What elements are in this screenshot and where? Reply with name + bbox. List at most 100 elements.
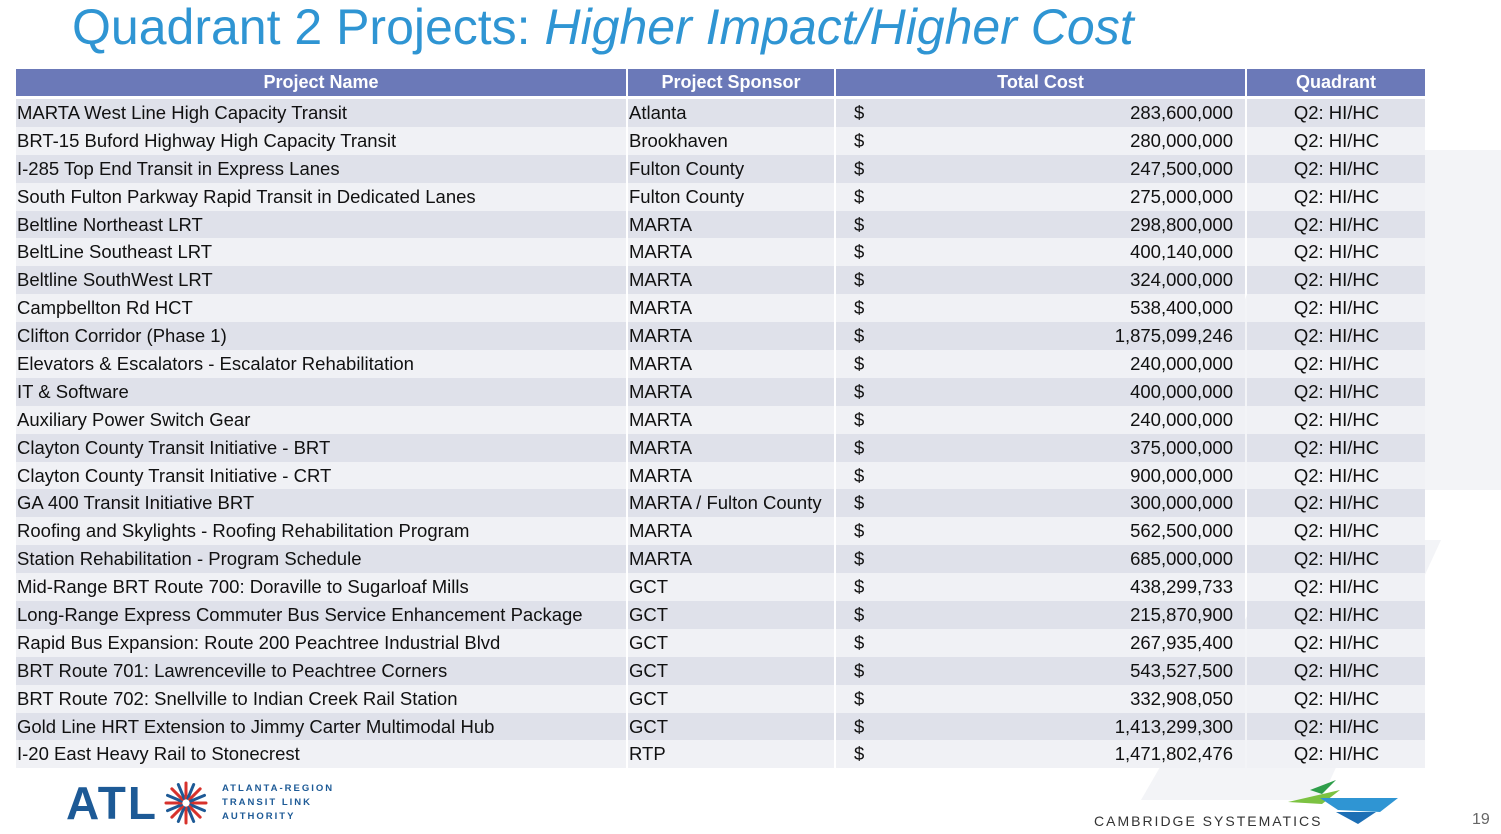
total-cost-cell: $240,000,000 bbox=[836, 405, 1245, 434]
project-name-cell: BRT-15 Buford Highway High Capacity Tran… bbox=[16, 126, 626, 155]
cost-value: 400,140,000 bbox=[1130, 241, 1233, 263]
currency-symbol: $ bbox=[854, 436, 865, 458]
project-sponsor-cell: Fulton County bbox=[628, 182, 834, 211]
cost-value: 300,000,000 bbox=[1130, 492, 1233, 514]
cost-value: 400,000,000 bbox=[1130, 380, 1233, 402]
quadrant-cell: Q2: HI/HC bbox=[1247, 573, 1425, 602]
total-cost-cell: $1,875,099,246 bbox=[836, 322, 1245, 351]
table-row: Beltline SouthWest LRT MARTA $324,000,000 Q… bbox=[16, 266, 1425, 295]
project-name-cell: Gold Line HRT Extension to Jimmy Carter … bbox=[16, 712, 626, 741]
title-emphasis: Higher Impact/Higher Cost bbox=[544, 0, 1134, 55]
currency-symbol: $ bbox=[854, 157, 865, 179]
cost-value: 1,471,802,476 bbox=[1114, 743, 1233, 765]
cost-value: 324,000,000 bbox=[1130, 269, 1233, 291]
project-name-cell: Clayton County Transit Initiative - CRT bbox=[16, 461, 626, 490]
project-sponsor-cell: GCT bbox=[628, 628, 834, 657]
project-sponsor-cell: MARTA bbox=[628, 461, 834, 490]
table-row: Campbellton Rd HCT MARTA $538,400,000 Q2: H… bbox=[16, 294, 1425, 323]
quadrant-cell: Q2: HI/HC bbox=[1247, 126, 1425, 155]
cost-value: 685,000,000 bbox=[1130, 548, 1233, 570]
project-sponsor-cell: GCT bbox=[628, 712, 834, 741]
project-sponsor-cell: MARTA bbox=[628, 350, 834, 378]
currency-symbol: $ bbox=[854, 101, 865, 123]
currency-symbol: $ bbox=[854, 743, 865, 765]
cambridge-systematics-logo-icon bbox=[1288, 780, 1398, 824]
atl-subtitle-line: ATLANTA-REGION bbox=[222, 783, 335, 794]
table-row: Mid-Range BRT Route 700: Doraville to Su… bbox=[16, 573, 1425, 602]
cost-value: 332,908,050 bbox=[1130, 687, 1233, 709]
quadrant-cell: Q2: HI/HC bbox=[1247, 294, 1425, 323]
total-cost-cell: $375,000,000 bbox=[836, 433, 1245, 462]
quadrant-cell: Q2: HI/HC bbox=[1247, 656, 1425, 685]
total-cost-cell: $300,000,000 bbox=[836, 489, 1245, 518]
currency-symbol: $ bbox=[854, 464, 865, 486]
table-header-row: Project Name Project Sponsor Total Cost … bbox=[16, 69, 1425, 99]
cost-value: 240,000,000 bbox=[1130, 352, 1233, 374]
table-row: Auxiliary Power Switch Gear MARTA $240,000… bbox=[16, 405, 1425, 434]
total-cost-cell: $562,500,000 bbox=[836, 517, 1245, 546]
project-name-cell: I-20 East Heavy Rail to Stonecrest bbox=[16, 740, 626, 769]
currency-symbol: $ bbox=[854, 269, 865, 291]
cost-value: 562,500,000 bbox=[1130, 520, 1233, 542]
quadrant-cell: Q2: HI/HC bbox=[1247, 433, 1425, 462]
title-main: Quadrant 2 Projects: bbox=[72, 0, 545, 55]
quadrant-cell: Q2: HI/HC bbox=[1247, 684, 1425, 713]
quadrant-cell: Q2: HI/HC bbox=[1247, 712, 1425, 741]
quadrant-cell: Q2: HI/HC bbox=[1247, 99, 1425, 127]
total-cost-cell: $332,908,050 bbox=[836, 684, 1245, 713]
currency-symbol: $ bbox=[854, 576, 865, 598]
project-sponsor-cell: MARTA / Fulton County bbox=[628, 489, 834, 518]
project-sponsor-cell: MARTA bbox=[628, 210, 834, 239]
table-row: BRT Route 702: Snellville to Indian Cree… bbox=[16, 684, 1425, 713]
atl-subtitle: ATLANTA-REGION TRANSIT LINK AUTHORITY bbox=[222, 782, 334, 824]
quadrant-cell: Q2: HI/HC bbox=[1247, 377, 1425, 406]
total-cost-cell: $1,471,802,476 bbox=[836, 740, 1245, 769]
currency-symbol: $ bbox=[854, 603, 865, 625]
project-name-cell: BRT Route 701: Lawrenceville to Peachtre… bbox=[16, 656, 626, 685]
header-project-name: Project Name bbox=[16, 69, 626, 99]
header-quadrant: Quadrant bbox=[1247, 69, 1425, 99]
total-cost-cell: $298,800,000 bbox=[836, 210, 1245, 239]
atl-logo-letters: ATL bbox=[66, 780, 158, 826]
total-cost-cell: $543,527,500 bbox=[836, 656, 1245, 685]
currency-symbol: $ bbox=[854, 548, 865, 570]
quadrant-cell: Q2: HI/HC bbox=[1247, 601, 1425, 629]
currency-symbol: $ bbox=[854, 325, 865, 347]
table-row: Rapid Bus Expansion: Route 200 Peachtree… bbox=[16, 628, 1425, 657]
table-row: BRT-15 Buford Highway High Capacity Tran… bbox=[16, 126, 1425, 155]
table-row: GA 400 Transit Initiative BRT MARTA / Ful… bbox=[16, 489, 1425, 518]
cost-value: 438,299,733 bbox=[1130, 576, 1233, 598]
project-sponsor-cell: GCT bbox=[628, 656, 834, 685]
project-sponsor-cell: Atlanta bbox=[628, 99, 834, 127]
atl-logo-text: ATL bbox=[66, 777, 159, 829]
project-name-cell: GA 400 Transit Initiative BRT bbox=[16, 489, 626, 518]
project-name-cell: IT & Software bbox=[16, 377, 626, 406]
cost-value: 215,870,900 bbox=[1130, 603, 1233, 625]
total-cost-cell: $324,000,000 bbox=[836, 266, 1245, 295]
total-cost-cell: $685,000,000 bbox=[836, 545, 1245, 574]
cost-value: 247,500,000 bbox=[1130, 157, 1233, 179]
cost-value: 267,935,400 bbox=[1130, 631, 1233, 653]
table-row: Clifton Corridor (Phase 1) MARTA $1,875,09… bbox=[16, 322, 1425, 351]
currency-symbol: $ bbox=[854, 408, 865, 430]
table-row: Station Rehabilitation - Program Schedul… bbox=[16, 545, 1425, 574]
project-name-cell: Roofing and Skylights - Roofing Rehabili… bbox=[16, 517, 626, 546]
project-name-cell: Long-Range Express Commuter Bus Service … bbox=[16, 601, 626, 629]
table-row: South Fulton Parkway Rapid Transit in De… bbox=[16, 182, 1425, 211]
total-cost-cell: $280,000,000 bbox=[836, 126, 1245, 155]
project-sponsor-cell: MARTA bbox=[628, 405, 834, 434]
quadrant-cell: Q2: HI/HC bbox=[1247, 266, 1425, 295]
table-row: Beltline Northeast LRT MARTA $298,800,000 Q… bbox=[16, 210, 1425, 239]
quadrant-cell: Q2: HI/HC bbox=[1247, 461, 1425, 490]
total-cost-cell: $275,000,000 bbox=[836, 182, 1245, 211]
quadrant-cell: Q2: HI/HC bbox=[1247, 517, 1425, 546]
cost-value: 900,000,000 bbox=[1130, 464, 1233, 486]
currency-symbol: $ bbox=[854, 715, 865, 737]
project-sponsor-cell: GCT bbox=[628, 684, 834, 713]
project-name-cell: Auxiliary Power Switch Gear bbox=[16, 405, 626, 434]
atl-logo: ATL ATLANTA-REGION TRANSIT LINK AUTHORIT… bbox=[66, 780, 334, 826]
project-sponsor-cell: Fulton County bbox=[628, 154, 834, 183]
total-cost-cell: $538,400,000 bbox=[836, 294, 1245, 323]
currency-symbol: $ bbox=[854, 241, 865, 263]
project-name-cell: Campbellton Rd HCT bbox=[16, 294, 626, 323]
